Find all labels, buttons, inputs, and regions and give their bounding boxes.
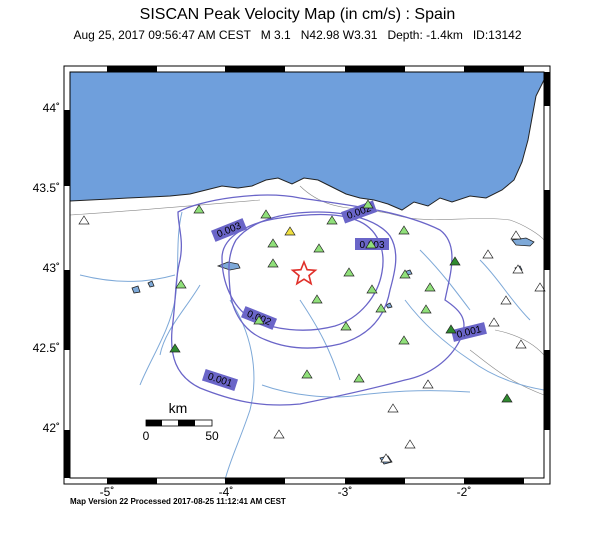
map-frame — [63, 65, 551, 485]
coastline — [69, 79, 545, 211]
station-marker — [445, 324, 457, 334]
station-marker — [340, 321, 352, 331]
x-axis-labels: -5˚ -4˚ -3˚ -2˚ — [100, 485, 472, 499]
station-marker — [424, 282, 436, 292]
station-marker — [534, 282, 546, 292]
svg-text:0.001: 0.001 — [206, 371, 234, 389]
station-marker — [366, 284, 378, 294]
contour-labels: 0.003 0.002 0.003 0.002 0.001 0.001 — [201, 200, 487, 391]
stations — [78, 199, 546, 463]
station-marker — [515, 339, 527, 349]
station-marker — [301, 369, 313, 379]
y-axis-labels: 44˚ 43.5˚ 43˚ 42.5˚ 42˚ — [33, 101, 60, 435]
station-marker — [398, 225, 410, 235]
sea-area — [70, 72, 544, 210]
station-marker — [169, 343, 181, 353]
station-marker — [284, 226, 296, 236]
station-marker — [365, 239, 377, 249]
contour-label: 0.002 — [340, 200, 378, 224]
station-marker — [78, 215, 90, 225]
map-subtitle: Aug 25, 2017 09:56:47 AM CEST M 3.1 N42.… — [73, 28, 522, 42]
map-title: SISCAN Peak Velocity Map (in cm/s) : Spa… — [139, 6, 456, 23]
station-marker — [311, 294, 323, 304]
station-marker — [512, 264, 524, 274]
station-marker — [449, 256, 461, 266]
station-marker — [253, 315, 265, 325]
y-tick-label: 42.5˚ — [33, 341, 60, 355]
station-marker — [353, 373, 365, 383]
station-marker — [501, 393, 513, 403]
epicenter-star — [290, 259, 318, 286]
x-tick-label: -2˚ — [457, 485, 472, 499]
station-marker — [375, 303, 387, 313]
station-marker — [510, 230, 522, 240]
contour-0.001 — [170, 194, 465, 406]
station-marker — [193, 204, 205, 214]
scale-start: 0 — [143, 429, 150, 443]
station-marker — [482, 249, 494, 259]
svg-text:0.001: 0.001 — [456, 324, 483, 341]
station-marker — [404, 439, 416, 449]
station-marker — [488, 317, 500, 327]
x-tick-label: -5˚ — [100, 485, 115, 499]
station-marker — [313, 243, 325, 253]
station-marker — [343, 267, 355, 277]
y-tick-label: 44˚ — [43, 101, 60, 115]
station-marker — [267, 258, 279, 268]
station-marker — [422, 379, 434, 389]
station-marker — [175, 279, 187, 289]
rivers — [79, 211, 545, 481]
station-marker — [267, 238, 279, 248]
contour-label: 0.001 — [201, 369, 239, 391]
station-marker — [420, 304, 432, 314]
station-marker — [399, 269, 411, 279]
station-marker — [362, 199, 374, 209]
contour-label: 0.001 — [451, 322, 487, 342]
y-tick-label: 42˚ — [43, 421, 60, 435]
scale-end: 50 — [205, 429, 219, 443]
reservoirs — [131, 237, 535, 465]
station-marker — [387, 403, 399, 413]
station-marker — [398, 335, 410, 345]
y-tick-label: 43˚ — [43, 261, 60, 275]
station-marker — [273, 429, 285, 439]
scale-bar: km 0 50 — [143, 400, 219, 443]
contour-0.002 — [228, 211, 397, 349]
station-marker — [260, 209, 272, 219]
x-tick-label: -3˚ — [338, 485, 353, 499]
contour-label: 0.003 — [210, 218, 248, 242]
station-marker — [500, 295, 512, 305]
region-border — [69, 185, 545, 396]
station-marker — [326, 215, 338, 225]
station-marker — [380, 453, 392, 463]
scale-unit: km — [169, 400, 188, 416]
y-tick-label: 43.5˚ — [33, 181, 60, 195]
x-tick-label: -4˚ — [219, 485, 234, 499]
map-footer: Map Version 22 Processed 2017-08-25 11:1… — [70, 497, 286, 506]
